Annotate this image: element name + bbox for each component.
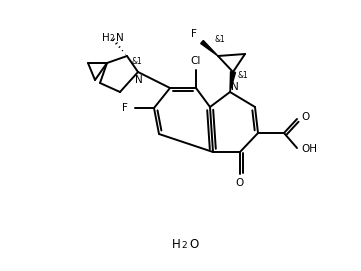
Text: O: O: [236, 178, 244, 188]
Text: &1: &1: [238, 70, 248, 79]
Text: O: O: [189, 238, 198, 251]
Text: F: F: [191, 29, 197, 39]
Text: 2: 2: [181, 241, 187, 250]
Text: 2: 2: [110, 34, 115, 43]
Text: H: H: [172, 238, 181, 251]
Polygon shape: [230, 72, 235, 92]
Text: N: N: [135, 75, 143, 85]
Text: H: H: [102, 33, 110, 43]
Text: N: N: [116, 33, 124, 43]
Text: Cl: Cl: [191, 56, 201, 66]
Text: &1: &1: [132, 56, 142, 66]
Text: &1: &1: [215, 34, 225, 44]
Text: N: N: [231, 82, 239, 92]
Text: OH: OH: [301, 144, 317, 154]
Text: O: O: [301, 112, 309, 122]
Text: F: F: [122, 103, 128, 113]
Polygon shape: [201, 40, 218, 56]
